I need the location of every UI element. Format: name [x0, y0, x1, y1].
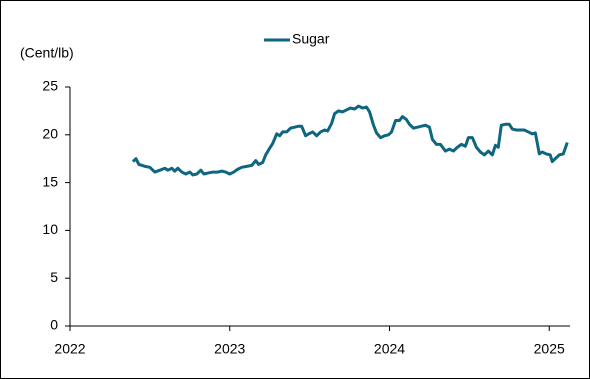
y-tick-label: 10 [42, 221, 58, 237]
x-tick-label: 2022 [54, 341, 85, 357]
x-tick-label: 2024 [374, 341, 405, 357]
y-tick-label: 0 [50, 317, 58, 333]
legend-label: Sugar [292, 31, 330, 47]
y-tick-label: 15 [42, 173, 58, 189]
x-tick-label: 2023 [214, 341, 245, 357]
y-tick-label: 25 [42, 78, 58, 94]
x-tick-label: 2025 [534, 341, 565, 357]
series-line [131, 104, 569, 177]
y-tick-label: 20 [42, 126, 58, 142]
y-axis-label: (Cent/lb) [20, 45, 74, 61]
y-tick-label: 5 [50, 269, 58, 285]
